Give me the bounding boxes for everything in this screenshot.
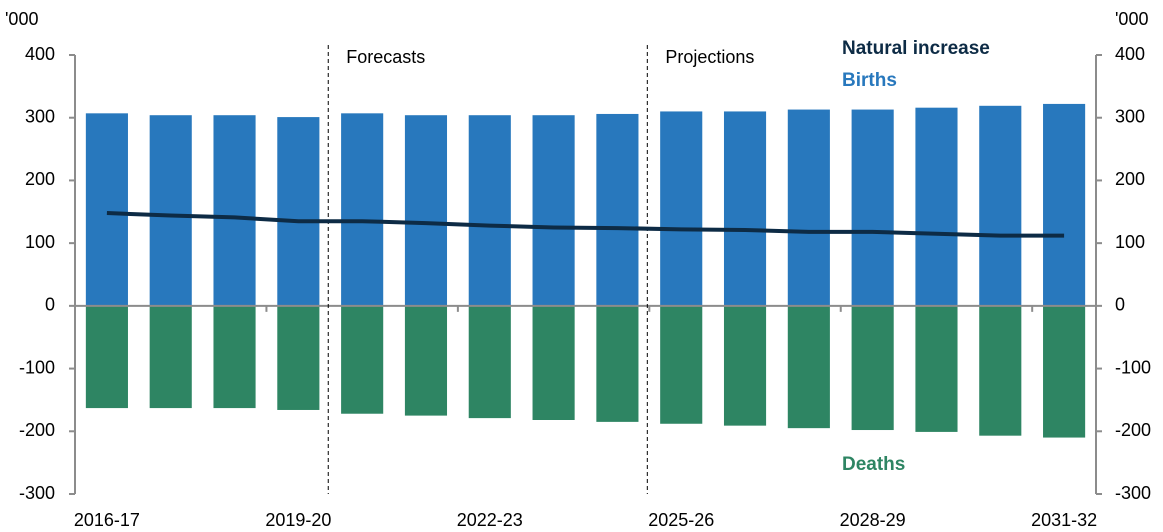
bar (851, 109, 894, 306)
bar (213, 115, 256, 306)
bar (915, 305, 958, 432)
bar (213, 305, 256, 409)
y-tick-label: 400 (25, 44, 55, 64)
y2-tick-label: -100 (1115, 357, 1151, 377)
y-tick-label: 100 (25, 232, 55, 252)
x-tick-label: 2025-26 (648, 510, 714, 530)
bar (596, 305, 639, 422)
bar (468, 115, 511, 306)
bar (149, 115, 192, 306)
y2-tick-label: -300 (1115, 483, 1151, 503)
y2-tick-label: 0 (1115, 295, 1125, 315)
bar (660, 111, 703, 306)
y2-unit-label: '000 (1115, 9, 1148, 29)
x-tick-label: 2019-20 (265, 510, 331, 530)
bar (341, 305, 384, 414)
y-tick-label: -100 (19, 357, 55, 377)
bar (979, 305, 1022, 436)
bar (787, 109, 830, 306)
legend-label: Births (842, 70, 897, 91)
bar (404, 115, 448, 306)
bar (85, 113, 128, 306)
bar (1043, 305, 1086, 438)
bar (277, 117, 320, 306)
y-tick-label: 0 (45, 295, 55, 315)
bar (532, 115, 575, 306)
x-tick-label: 2016-17 (74, 510, 140, 530)
bar (277, 305, 320, 410)
y-tick-label: -300 (19, 483, 55, 503)
bar (85, 305, 128, 409)
y2-tick-label: 400 (1115, 44, 1145, 64)
y2-tick-label: 100 (1115, 232, 1145, 252)
bar (468, 305, 511, 419)
y-tick-label: -200 (19, 420, 55, 440)
legend-label: Deaths (842, 454, 905, 475)
bar (660, 305, 703, 424)
bar (149, 305, 192, 409)
annotation: Projections (665, 47, 754, 67)
bar (979, 105, 1022, 306)
bar (596, 113, 639, 306)
x-tick-label: 2022-23 (457, 510, 523, 530)
bar (404, 305, 448, 416)
x-tick-label: 2028-29 (840, 510, 906, 530)
bar (915, 107, 958, 306)
legend-label: Natural increase (842, 38, 990, 59)
y-unit-label: '000 (5, 9, 38, 29)
bar (723, 305, 767, 426)
bar (1043, 103, 1086, 306)
bar (787, 305, 830, 429)
bar (532, 305, 575, 420)
line (106, 211, 1065, 238)
y2-tick-label: 200 (1115, 169, 1145, 189)
bar (851, 305, 894, 431)
bar (723, 111, 767, 306)
annotation: Forecasts (346, 47, 425, 67)
y2-tick-label: 300 (1115, 106, 1145, 126)
bar (341, 113, 384, 306)
x-tick-label: 2031-32 (1031, 510, 1097, 530)
y2-tick-label: -200 (1115, 420, 1151, 440)
y-tick-label: 300 (25, 106, 55, 126)
y-tick-label: 200 (25, 169, 55, 189)
